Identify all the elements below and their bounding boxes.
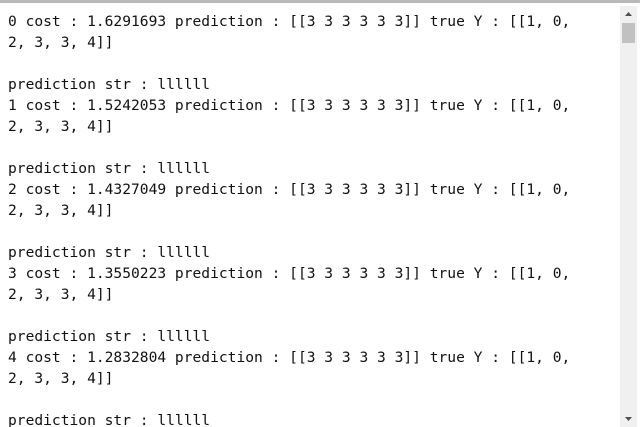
output-line: prediction str : llllll <box>8 328 211 345</box>
scroll-thumb[interactable] <box>622 23 635 43</box>
output-block: prediction str : llllll 3 cost : 1.355022… <box>8 242 616 305</box>
console-output: 0 cost : 1.6291693 prediction : [[3 3 3 … <box>8 11 616 427</box>
output-block: prediction str : llllll 2 cost : 1.432704… <box>8 158 616 221</box>
output-line: 2 cost : 1.4327049 prediction : [[3 3 3 … <box>8 181 571 198</box>
output-line: 0 cost : 1.6291693 prediction : [[3 3 3 … <box>8 13 571 30</box>
scroll-down[interactable] <box>620 410 637 427</box>
output-line: 2, 3, 3, 4]] <box>8 370 114 387</box>
output-line: 2, 3, 3, 4]] <box>8 286 114 303</box>
output-block: prediction str : llllll 1 cost : 1.524205… <box>8 74 616 137</box>
output-line: 2, 3, 3, 4]] <box>8 34 114 51</box>
output-block: prediction str : llllll <box>8 410 616 427</box>
output-line: 4 cost : 1.2832804 prediction : [[3 3 3 … <box>8 349 571 366</box>
output-block: prediction str : llllll 4 cost : 1.283280… <box>8 326 616 389</box>
scroll-up[interactable] <box>620 6 637 23</box>
output-line: 2, 3, 3, 4]] <box>8 118 114 135</box>
output-line: prediction str : llllll <box>8 412 211 427</box>
output-line: 2, 3, 3, 4]] <box>8 202 114 219</box>
output-line: prediction str : llllll <box>8 160 211 177</box>
scrollbar[interactable] <box>620 6 637 427</box>
output-line: 3 cost : 1.3550223 prediction : [[3 3 3 … <box>8 265 571 282</box>
output-line: 1 cost : 1.5242053 prediction : [[3 3 3 … <box>8 97 571 114</box>
output-line: prediction str : llllll <box>8 244 211 261</box>
output-line: prediction str : llllll <box>8 76 211 93</box>
output-block: 0 cost : 1.6291693 prediction : [[3 3 3 … <box>8 11 616 53</box>
